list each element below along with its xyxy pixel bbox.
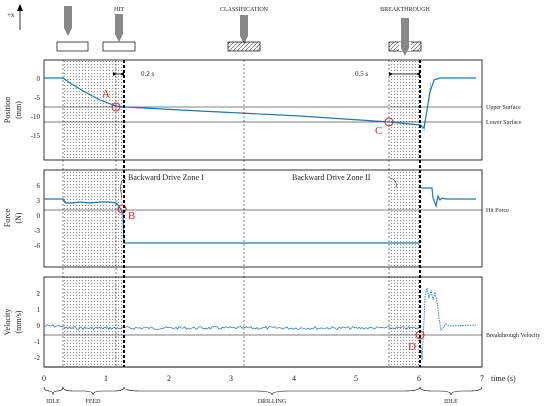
marker-d-label: D: [408, 341, 416, 353]
brace-feed: [62, 386, 125, 396]
marker-a-label: A: [102, 88, 110, 100]
breakthrough-velocity-label: Breakthrough Velocity: [486, 333, 540, 339]
zone-1-leader: [120, 177, 127, 199]
force-trace-after: [421, 187, 476, 209]
interval-label-long: 0.5 s: [355, 70, 369, 78]
event-lines: [62, 60, 421, 367]
force-panel: Force (N) 6 3 0 -3 -6 Hit Force Backward…: [3, 169, 509, 268]
phase-idle-1: IDLE: [46, 399, 60, 405]
x-axis-direction-label: +x: [7, 11, 15, 19]
x-tick-5: 5: [354, 374, 358, 383]
interval-label-short: 0.2 s: [141, 70, 155, 78]
force-tick-0: 6: [37, 182, 41, 190]
velocity-trace-breakthrough: [419, 287, 477, 361]
drill-idle-icon: [64, 6, 72, 36]
x-tick-1: 1: [104, 374, 108, 383]
velocity-ylabel: Velocity: [3, 309, 12, 336]
backward-drive-zone-1-label: Backward Drive Zone I: [128, 173, 204, 182]
marker-c-label: C: [375, 125, 382, 137]
force-tick-4: -6: [34, 242, 40, 250]
upper-surface-label: Upper Surface: [486, 104, 521, 111]
x-tick-2: 2: [167, 374, 171, 383]
zone-2-leader: [389, 177, 397, 189]
brace-idle-1: [43, 386, 64, 396]
marker-b-circle: [117, 204, 127, 214]
velocity-tick-2: 0: [37, 322, 41, 330]
velocity-trace: [43, 324, 420, 331]
drill-hit-icon: [115, 14, 123, 42]
x-tick-4: 4: [292, 374, 296, 383]
x-tick-0: 0: [42, 374, 46, 383]
position-yunit: (mm): [14, 101, 23, 119]
phase-drilling: DRILLING: [258, 399, 287, 405]
phase-braces: IDLE FEED DRILLING IDLE: [43, 386, 483, 405]
position-trace-dashed: [420, 81, 432, 132]
position-ticks: 0 -5 -10 -15: [31, 75, 41, 140]
drill-classification-icon: [240, 15, 248, 44]
breakthrough-label: BREAKTHROUGH: [380, 7, 430, 13]
position-axes-box: [43, 59, 483, 161]
force-ylabel: Force: [3, 208, 12, 227]
phase-feed: FEED: [86, 399, 102, 405]
workpiece-idle: [56, 41, 89, 52]
force-tick-3: -3: [34, 227, 40, 235]
drill-breakthrough-icon: [401, 18, 409, 56]
force-yunit: (N): [14, 212, 23, 223]
hit-label: HIT: [114, 7, 124, 13]
x-axis: 0 1 2 3 4 5 6 7 time (s): [42, 366, 516, 383]
x-tick-3: 3: [229, 374, 233, 383]
brace-drilling: [123, 386, 421, 396]
hit-force-label: Hit Force: [486, 208, 509, 214]
phase-idle-2: IDLE: [444, 399, 458, 405]
force-ticks: 6 3 0 -3 -6: [34, 182, 40, 250]
marker-a-circle: [111, 102, 121, 112]
classification-label: CLASSIFICATION: [220, 7, 269, 13]
backward-drive-zone-2-label: Backward Drive Zone II: [292, 173, 371, 182]
lower-surface-label: Lower Surface: [486, 119, 522, 126]
velocity-yunit: (mm/s): [14, 310, 23, 333]
position-panel: Position (mm) 0 -5 -10 -15 Upper Surface…: [3, 59, 522, 161]
velocity-tick-1: 1: [37, 306, 41, 314]
position-tick-1: -5: [34, 94, 40, 102]
velocity-tick-0: 2: [37, 290, 41, 298]
position-tick-2: -10: [31, 113, 41, 121]
x-tick-7: 7: [480, 374, 484, 383]
position-tick-3: -15: [31, 132, 41, 140]
x-axis-label: time (s): [491, 374, 516, 383]
x-tick-6: 6: [417, 374, 421, 383]
marker-b-label: B: [128, 210, 135, 222]
force-tick-2: 0: [37, 212, 41, 220]
force-axes-box: [43, 169, 483, 268]
velocity-tick-4: -2: [34, 354, 40, 362]
force-tick-1: 3: [37, 197, 41, 205]
position-trace: [44, 77, 476, 130]
top-schematic: +x HIT CLASSIFICATION BREAKTHROUGH: [7, 4, 430, 56]
velocity-ticks: 2 1 0 -1 -2: [34, 290, 40, 362]
workpiece-classification: [227, 41, 261, 52]
position-ylabel: Position: [3, 97, 12, 123]
workpiece-hit: [102, 41, 136, 52]
position-tick-0: 0: [37, 75, 41, 83]
velocity-tick-3: -1: [34, 338, 40, 346]
arrow-head-icon: [17, 4, 23, 11]
velocity-panel: Velocity (mm/s) 2 1 0 -1 -2 Breakthrough…: [3, 276, 540, 368]
brace-idle-2: [419, 386, 483, 396]
